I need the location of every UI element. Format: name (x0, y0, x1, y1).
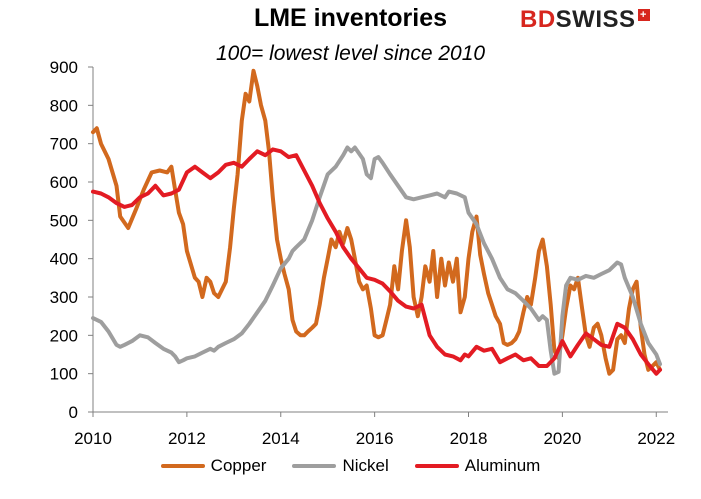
legend-label-aluminum: Aluminum (464, 456, 541, 475)
y-tick-label: 900 (50, 58, 78, 77)
y-tick-label: 0 (69, 403, 78, 422)
x-tick-label: 2018 (450, 429, 488, 448)
legend-label-nickel: Nickel (342, 456, 389, 475)
logo-plus-icon: + (637, 9, 650, 21)
x-tick-label: 2010 (74, 429, 112, 448)
legend-swatch-copper (160, 464, 205, 468)
logo-swiss-text: SWISS (555, 6, 636, 33)
chart-axes: 0 100 200 300 400 500 600 700 800 900 2010 2012 2014… (50, 58, 676, 448)
y-tick-label: 600 (50, 173, 78, 192)
x-tick-label: 2014 (262, 429, 300, 448)
legend-label-copper: Copper (210, 456, 267, 475)
x-tick-label: 2016 (356, 429, 394, 448)
y-tick-label: 200 (50, 326, 78, 345)
series-line-copper (91, 68, 662, 376)
series-line-aluminum (91, 147, 662, 376)
y-tick-label: 500 (50, 211, 78, 230)
chart-title: LME inventories (253, 4, 448, 32)
x-tick-label: 2020 (543, 429, 581, 448)
bdswiss-logo: BDSWISS + (520, 6, 690, 36)
x-tick-label: 2022 (637, 429, 675, 448)
y-tick-label: 800 (50, 96, 78, 115)
y-tick-label: 100 (50, 365, 78, 384)
x-tick-label: 2012 (168, 429, 206, 448)
y-tick-label: 400 (50, 250, 78, 269)
y-tick-label: 700 (50, 135, 78, 154)
legend-swatch-nickel (292, 464, 337, 468)
legend-item-aluminum: Aluminum (414, 456, 541, 476)
legend-swatch-aluminum (414, 464, 459, 468)
logo-bd-text: BD (520, 6, 556, 33)
y-tick-label: 300 (50, 288, 78, 307)
legend-item-nickel: Nickel (292, 456, 389, 476)
series-line-nickel (91, 145, 662, 376)
legend-item-copper: Copper (160, 456, 267, 476)
chart-legend: Copper Nickel Aluminum (0, 456, 701, 476)
chart-series-layer (91, 68, 662, 376)
chart-subtitle: 100= lowest level since 2010 (215, 42, 486, 65)
